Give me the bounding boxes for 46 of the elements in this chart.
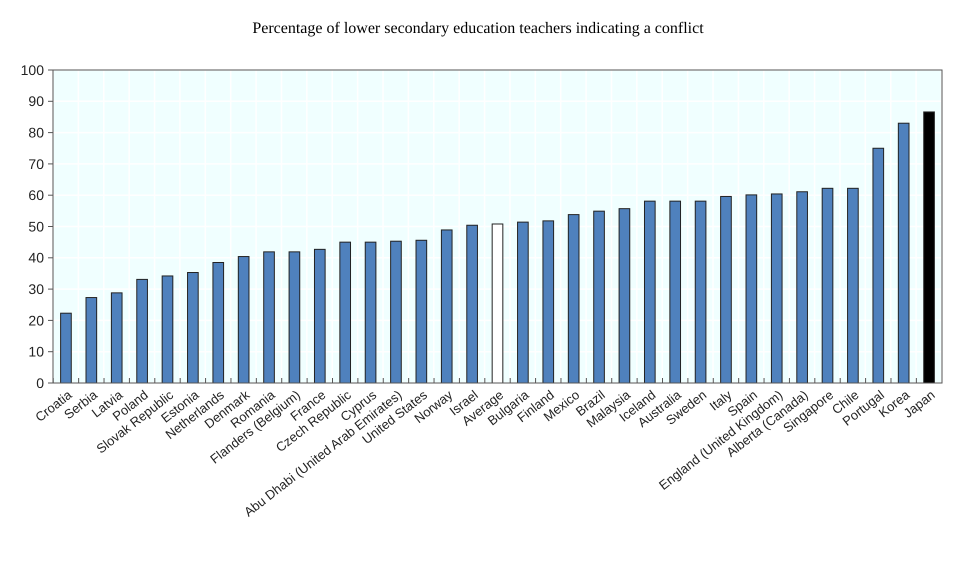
- bar: [517, 222, 529, 384]
- y-tick-label: 30: [28, 281, 44, 297]
- bar: [923, 111, 935, 384]
- bar: [86, 297, 98, 384]
- bar: [872, 148, 884, 384]
- bar: [110, 292, 123, 384]
- bar: [364, 242, 376, 384]
- bar: [847, 188, 859, 384]
- bar: [644, 200, 656, 384]
- bar: [60, 312, 72, 384]
- bar: [288, 251, 300, 384]
- bar: [263, 251, 275, 384]
- bar: [694, 200, 706, 384]
- bar: [187, 272, 199, 384]
- bar: [593, 210, 605, 384]
- bar: [314, 248, 326, 384]
- bar: [542, 220, 554, 384]
- y-tick-label: 70: [28, 156, 44, 172]
- bar: [720, 196, 732, 384]
- bar: [162, 275, 174, 384]
- y-tick-label: 50: [28, 218, 44, 234]
- y-tick-label: 80: [28, 124, 44, 140]
- bar: [770, 193, 783, 384]
- y-tick-label: 40: [28, 250, 44, 266]
- y-tick-label: 60: [28, 187, 44, 204]
- bar: [898, 122, 910, 384]
- bar: [339, 242, 352, 384]
- bar: [746, 194, 758, 384]
- bar: [568, 214, 580, 384]
- bar: [390, 240, 402, 384]
- bar: [466, 224, 478, 384]
- bar: [796, 191, 808, 384]
- chart-title: Percentage of lower secondary education teachers indicating a conflict: [252, 20, 704, 37]
- y-tick-label: 20: [28, 312, 44, 328]
- bar: [669, 200, 682, 384]
- y-tick-label: 10: [28, 344, 44, 360]
- bar: [238, 256, 250, 384]
- y-tick-label: 100: [20, 62, 44, 78]
- bar: [136, 278, 148, 384]
- y-tick-label: 0: [36, 374, 44, 391]
- y-tick-label: 90: [28, 93, 44, 110]
- bar: [618, 208, 630, 384]
- bar: [440, 229, 453, 384]
- bar: [212, 262, 224, 384]
- bar: [416, 240, 428, 384]
- bar: [822, 188, 834, 384]
